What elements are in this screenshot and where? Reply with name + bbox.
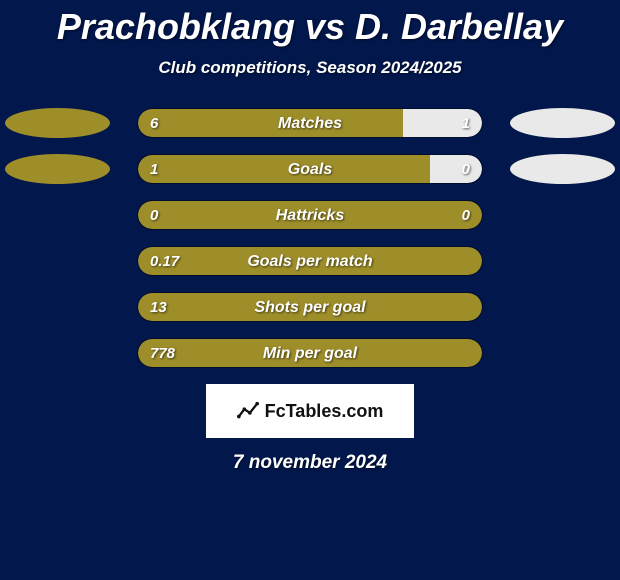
brand-logo: FcTables.com [206, 384, 414, 438]
brand-logo-text: FcTables.com [265, 401, 384, 422]
team-ellipse-right [510, 108, 615, 138]
team-ellipse-left [5, 108, 110, 138]
date: 7 november 2024 [0, 452, 620, 474]
stat-bar: 00Hattricks [137, 200, 483, 230]
stat-label: Goals per match [138, 247, 482, 276]
stat-label: Matches [138, 109, 482, 138]
stat-label: Hattricks [138, 201, 482, 230]
stat-row: 778Min per goal [0, 338, 620, 368]
subtitle: Club competitions, Season 2024/2025 [0, 58, 620, 78]
stat-bar: 10Goals [137, 154, 483, 184]
stat-label: Shots per goal [138, 293, 482, 322]
title: Prachobklang vs D. Darbellay [0, 0, 620, 48]
stat-label: Min per goal [138, 339, 482, 368]
fctables-icon [237, 400, 259, 422]
stat-row: 00Hattricks [0, 200, 620, 230]
stat-row: 10Goals [0, 154, 620, 184]
stat-row: 0.17Goals per match [0, 246, 620, 276]
stats-area: 61Matches 10Goals 00Hattricks 0.17Goals per… [0, 108, 620, 368]
stat-bar: 61Matches [137, 108, 483, 138]
team-ellipse-left [5, 154, 110, 184]
stat-bar: 0.17Goals per match [137, 246, 483, 276]
stat-row: 61Matches [0, 108, 620, 138]
stat-label: Goals [138, 155, 482, 184]
stat-bar: 778Min per goal [137, 338, 483, 368]
team-ellipse-right [510, 154, 615, 184]
stat-row: 13Shots per goal [0, 292, 620, 322]
stat-bar: 13Shots per goal [137, 292, 483, 322]
comparison-infographic: Prachobklang vs D. Darbellay Club compet… [0, 0, 620, 580]
